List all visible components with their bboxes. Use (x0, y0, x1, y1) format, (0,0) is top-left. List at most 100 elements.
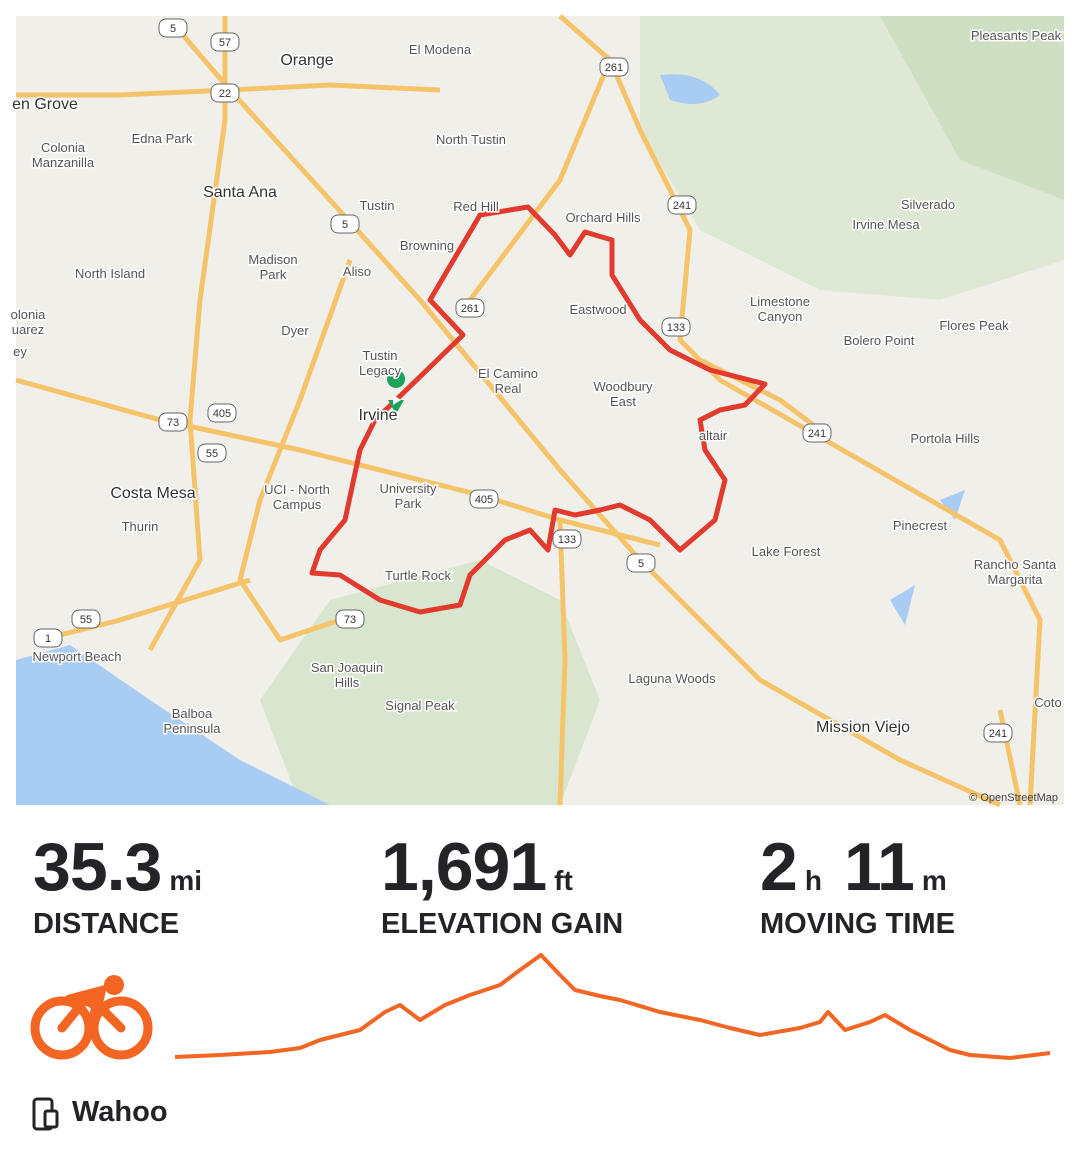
map-label: Orange (280, 52, 333, 69)
stat-unit: mi (169, 865, 203, 896)
device-icon (32, 1097, 59, 1131)
stat-unit: ft (554, 865, 573, 896)
stat-number: 11 (843, 829, 915, 905)
map-label-line: Limestone (750, 294, 810, 309)
map-label: Bolero Point (844, 333, 915, 348)
map-label-line: Manzanilla (32, 155, 95, 170)
road-shield (626, 553, 656, 573)
map-label-line: Tustin (363, 348, 398, 363)
map-label: Irvine Mesa (852, 217, 920, 232)
road-shield (330, 214, 360, 234)
road-shield-label: 133 (558, 534, 576, 546)
device-name: Wahoo (72, 1096, 168, 1128)
map-label-line: Real (495, 381, 522, 396)
map-label: Pleasants Peak (971, 28, 1062, 43)
road-shield (802, 423, 832, 443)
sport-icon (30, 994, 153, 1060)
stat-unit: h (804, 865, 822, 896)
road-shield-label: 405 (213, 408, 231, 420)
ocean (16, 645, 330, 805)
lake (890, 490, 965, 625)
sport-icon-body (64, 984, 108, 1021)
map-label-line: El Camino (478, 366, 538, 381)
road-shield (207, 403, 237, 423)
road-shield (661, 317, 691, 337)
map-label-line: Balboa (172, 706, 213, 721)
road-shield-label: 73 (344, 614, 356, 626)
road-shield-label: 241 (989, 728, 1007, 740)
stat-value: 2 h 11 m (760, 828, 969, 906)
map-label: Flores Peak (939, 318, 1009, 333)
stat-value: 1,691 ft (381, 828, 623, 906)
map-label: Colonia Manzanilla (32, 140, 95, 170)
road-shield-label: 5 (170, 23, 176, 35)
stat-number: 2 (760, 829, 798, 905)
map-label: Lake Forest (752, 544, 821, 559)
stat-number: 35.3 (33, 829, 162, 905)
stat-label: MOVING TIME (760, 908, 955, 940)
road-shield (552, 529, 582, 549)
map-label: Rancho Santa Margarita (974, 557, 1057, 587)
map-label: El Modena (409, 42, 472, 57)
map-label: Laguna Woods (628, 671, 716, 686)
map-label: Orchard Hills (565, 210, 641, 225)
road-shield (210, 32, 240, 52)
map-label: Limestone Canyon (750, 294, 810, 324)
road-shield-label: 5 (638, 558, 644, 570)
map-label: Thurin (122, 519, 159, 534)
start-marker (387, 370, 406, 414)
map-label-line: olonia (11, 307, 46, 322)
map-label-line: San Joaquin (311, 660, 383, 675)
road-shield (983, 723, 1013, 743)
map-label: Woodbury East (593, 379, 653, 409)
map-label: University Park (379, 481, 437, 511)
map-label: San Joaquin Hills (311, 660, 383, 690)
stat-unit: m (921, 865, 947, 896)
map-label-line: Canyon (758, 309, 803, 324)
road-shield (158, 18, 188, 38)
map-label: Madison Park (248, 252, 297, 282)
road-shield (599, 57, 629, 77)
road-shield-label: 405 (475, 494, 493, 506)
map-label: Portola Hills (910, 431, 980, 446)
map-label: Tustin Legacy (359, 348, 401, 378)
map-label: Pinecrest (893, 518, 948, 533)
map-label: UCI - North Campus (264, 482, 330, 512)
road-shield (197, 443, 227, 463)
map-label-line: Madison (248, 252, 297, 267)
road-shield-label: 22 (219, 88, 231, 100)
road-shield-label: 261 (605, 62, 623, 74)
attribution: © OpenStreetMap (969, 792, 1058, 804)
map-label: en Grove (12, 96, 78, 113)
road-shield-label: 57 (219, 37, 231, 49)
map-label: Eastwood (569, 302, 626, 317)
map-label: Tustin (360, 198, 395, 213)
road-shield-label: 5 (342, 219, 348, 231)
map-label-line: Legacy (359, 363, 401, 378)
sport-icon-head (104, 975, 124, 995)
road-shield (667, 195, 697, 215)
road-shield-label: 55 (80, 614, 92, 626)
map-label: North Tustin (436, 132, 506, 147)
road-shield-label: 261 (461, 303, 479, 315)
hills (880, 16, 1064, 200)
map-label: Coto (1034, 695, 1061, 710)
map-label: Mission Viejo (816, 719, 910, 736)
map-label: Browning (400, 238, 454, 253)
map-label: Silverado (901, 197, 955, 212)
road-shield-label: 241 (808, 428, 826, 440)
road-shield-label: 241 (673, 200, 691, 212)
map-label-line: East (610, 394, 636, 409)
map-label: Santa Ana (203, 184, 277, 201)
map-label-line: UCI - North (264, 482, 330, 497)
stat-value: 35.3 mi (33, 828, 224, 906)
map-label: ey (13, 344, 27, 359)
road-shield-label: 73 (167, 417, 179, 429)
stat-number: 1,691 (381, 829, 547, 905)
map-label: Irvine (358, 407, 397, 424)
map-label: Signal Peak (385, 698, 455, 713)
road-shield-label: 133 (667, 322, 685, 334)
map-label-line: Park (260, 267, 287, 282)
